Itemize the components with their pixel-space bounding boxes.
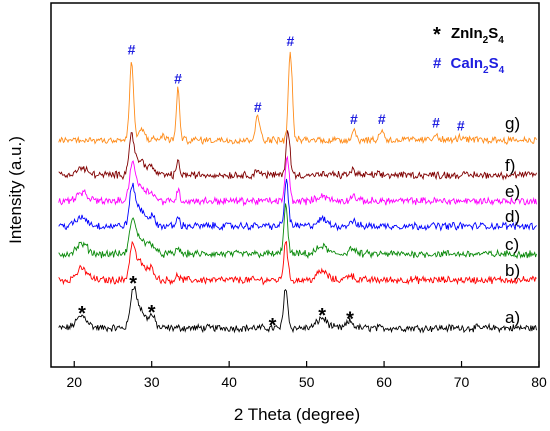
peak-marker-hash: #	[378, 111, 386, 127]
peak-marker-hash: #	[286, 33, 294, 49]
peak-marker-star: *	[269, 315, 277, 337]
legend-entry-cain2s4: # CaIn2S4	[433, 55, 505, 76]
plot-curves	[58, 51, 537, 334]
peak-marker-hash: #	[432, 114, 440, 130]
peak-marker-hash: #	[254, 99, 262, 115]
peak-marker-hash: #	[128, 42, 136, 58]
series-line-b	[58, 240, 537, 286]
peak-marker-hash: #	[457, 118, 465, 134]
series-line-e	[58, 155, 537, 207]
x-tick-label: 60	[376, 374, 392, 390]
x-tick-label: 80	[531, 374, 547, 390]
x-axis-ticks: 20 30 40 50 60 70 80	[66, 361, 547, 390]
curve-label-b: b)	[505, 261, 520, 280]
y-axis-label: Intensity (a.u.)	[6, 136, 25, 244]
x-tick-label: 40	[221, 374, 237, 390]
series-line-c	[58, 203, 537, 260]
legend-label-cain2s4: CaIn	[451, 55, 484, 72]
x-tick-label: 50	[299, 374, 315, 390]
legend-symbol-star: *	[433, 24, 441, 46]
legend: * ZnIn2S4 # CaIn2S4	[433, 24, 505, 76]
series-line-f	[58, 130, 537, 181]
legend-entry-zninS4: * ZnIn2S4	[433, 24, 504, 46]
peak-marker-star: *	[78, 303, 86, 325]
peak-marker-star: *	[318, 305, 326, 327]
x-tick-label: 70	[454, 374, 470, 390]
curve-label-f: f)	[505, 156, 515, 175]
peak-marker-star: *	[129, 273, 137, 295]
x-axis-label: 2 Theta (degree)	[234, 405, 360, 424]
peak-marks: * * * * * * # # # # # # # #	[78, 33, 465, 337]
curve-label-a: a)	[505, 308, 520, 327]
peak-marker-star: *	[346, 308, 354, 330]
curve-label-g: g)	[505, 114, 520, 133]
legend-label-znin2s4: ZnIn	[451, 25, 483, 42]
curve-label-e: e)	[505, 182, 520, 201]
series-line-a	[58, 285, 537, 334]
series-line-g	[58, 51, 537, 146]
legend-symbol-hash: #	[433, 55, 442, 72]
series-line-d	[58, 178, 537, 232]
curve-label-c: c)	[505, 235, 519, 254]
peak-marker-star: *	[148, 302, 156, 324]
peak-marker-hash: #	[174, 70, 182, 86]
peak-marker-hash: #	[350, 111, 358, 127]
curve-label-d: d)	[505, 207, 520, 226]
plot-frame	[50, 2, 540, 368]
x-tick-label: 20	[66, 374, 82, 390]
x-tick-label: 30	[144, 374, 160, 390]
curve-labels: a) b) c) d) e) f) g)	[505, 114, 520, 327]
